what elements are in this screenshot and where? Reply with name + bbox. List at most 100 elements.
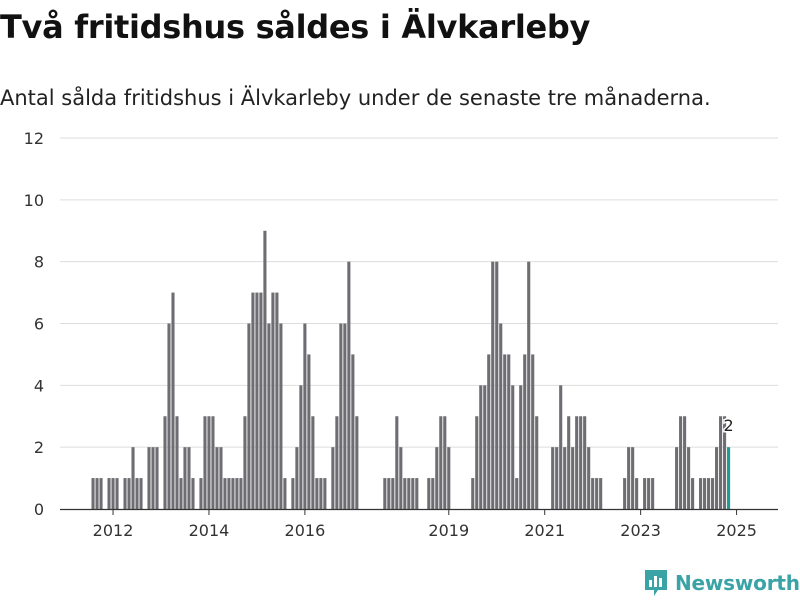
x-tick-label: 2016	[285, 521, 326, 540]
bar	[115, 478, 119, 509]
bar	[235, 478, 239, 509]
bar	[199, 478, 203, 509]
bar	[675, 447, 679, 509]
bar	[123, 478, 127, 509]
y-tick-label: 10	[24, 191, 44, 210]
bar	[511, 385, 515, 509]
bar	[491, 261, 495, 509]
bar	[163, 416, 167, 509]
bar	[623, 478, 627, 509]
bar	[191, 478, 195, 509]
bar	[415, 478, 419, 509]
bar	[247, 323, 251, 509]
bar	[407, 478, 411, 509]
bar	[447, 447, 451, 509]
bar	[215, 447, 219, 509]
bar	[587, 447, 591, 509]
bar	[151, 447, 155, 509]
y-tick-label: 0	[34, 500, 44, 519]
y-tick-label: 6	[34, 315, 44, 334]
y-tick-label: 12	[24, 129, 44, 148]
bar	[343, 323, 347, 509]
bar	[315, 478, 319, 509]
bar	[147, 447, 151, 509]
bar	[443, 416, 447, 509]
brand-name: Newsworthy	[675, 571, 800, 595]
chart-subtitle: Antal sålda fritidshus i Älvkarleby unde…	[0, 86, 711, 110]
bar	[243, 416, 247, 509]
bar	[579, 416, 583, 509]
x-tick-label: 2019	[428, 521, 469, 540]
bar	[347, 261, 351, 509]
bar	[643, 478, 647, 509]
bar	[267, 323, 271, 509]
bar	[503, 354, 507, 509]
bar	[531, 354, 535, 509]
bar	[107, 478, 111, 509]
bar	[435, 447, 439, 509]
bar	[223, 478, 227, 509]
bar	[679, 416, 683, 509]
bar	[475, 416, 479, 509]
bar	[431, 478, 435, 509]
bar	[239, 478, 243, 509]
newsworthy-logo: Newsworthy	[643, 568, 800, 598]
bar	[715, 447, 719, 509]
bar	[339, 323, 343, 509]
bar	[299, 385, 303, 509]
bar	[567, 416, 571, 509]
bar	[635, 478, 639, 509]
bar	[99, 478, 103, 509]
bar	[519, 385, 523, 509]
bar	[227, 478, 231, 509]
bar	[175, 416, 179, 509]
bar	[211, 416, 215, 509]
bar	[575, 416, 579, 509]
bar	[255, 292, 259, 509]
bar	[219, 447, 223, 509]
bar	[323, 478, 327, 509]
bar	[203, 416, 207, 509]
bar	[183, 447, 187, 509]
bar	[167, 323, 171, 509]
bar	[131, 447, 135, 509]
bar	[155, 447, 159, 509]
bar	[303, 323, 307, 509]
bar	[171, 292, 175, 509]
bar	[507, 354, 511, 509]
bar	[515, 478, 519, 509]
bar	[283, 478, 287, 509]
bar	[391, 478, 395, 509]
chart-title: Två fritidshus såldes i Älvkarleby	[0, 8, 591, 46]
bar	[127, 478, 131, 509]
bar	[295, 447, 299, 509]
bar	[355, 416, 359, 509]
bar	[139, 478, 143, 509]
bar	[291, 478, 295, 509]
bar	[631, 447, 635, 509]
bar	[207, 416, 211, 509]
bar	[411, 478, 415, 509]
bar	[335, 416, 339, 509]
bar	[383, 478, 387, 509]
bar	[687, 447, 691, 509]
bar	[95, 478, 99, 509]
bar	[275, 292, 279, 509]
bar	[319, 478, 323, 509]
bar	[699, 478, 703, 509]
bar	[395, 416, 399, 509]
bar	[551, 447, 555, 509]
bar	[563, 447, 567, 509]
bar	[555, 447, 559, 509]
bar	[331, 447, 335, 509]
bar	[499, 323, 503, 509]
bar	[479, 385, 483, 509]
bar	[723, 416, 727, 509]
bar	[231, 478, 235, 509]
bar	[483, 385, 487, 509]
bar-chart-icon	[645, 570, 667, 596]
bar	[627, 447, 631, 509]
bar	[403, 478, 407, 509]
bar	[271, 292, 275, 509]
